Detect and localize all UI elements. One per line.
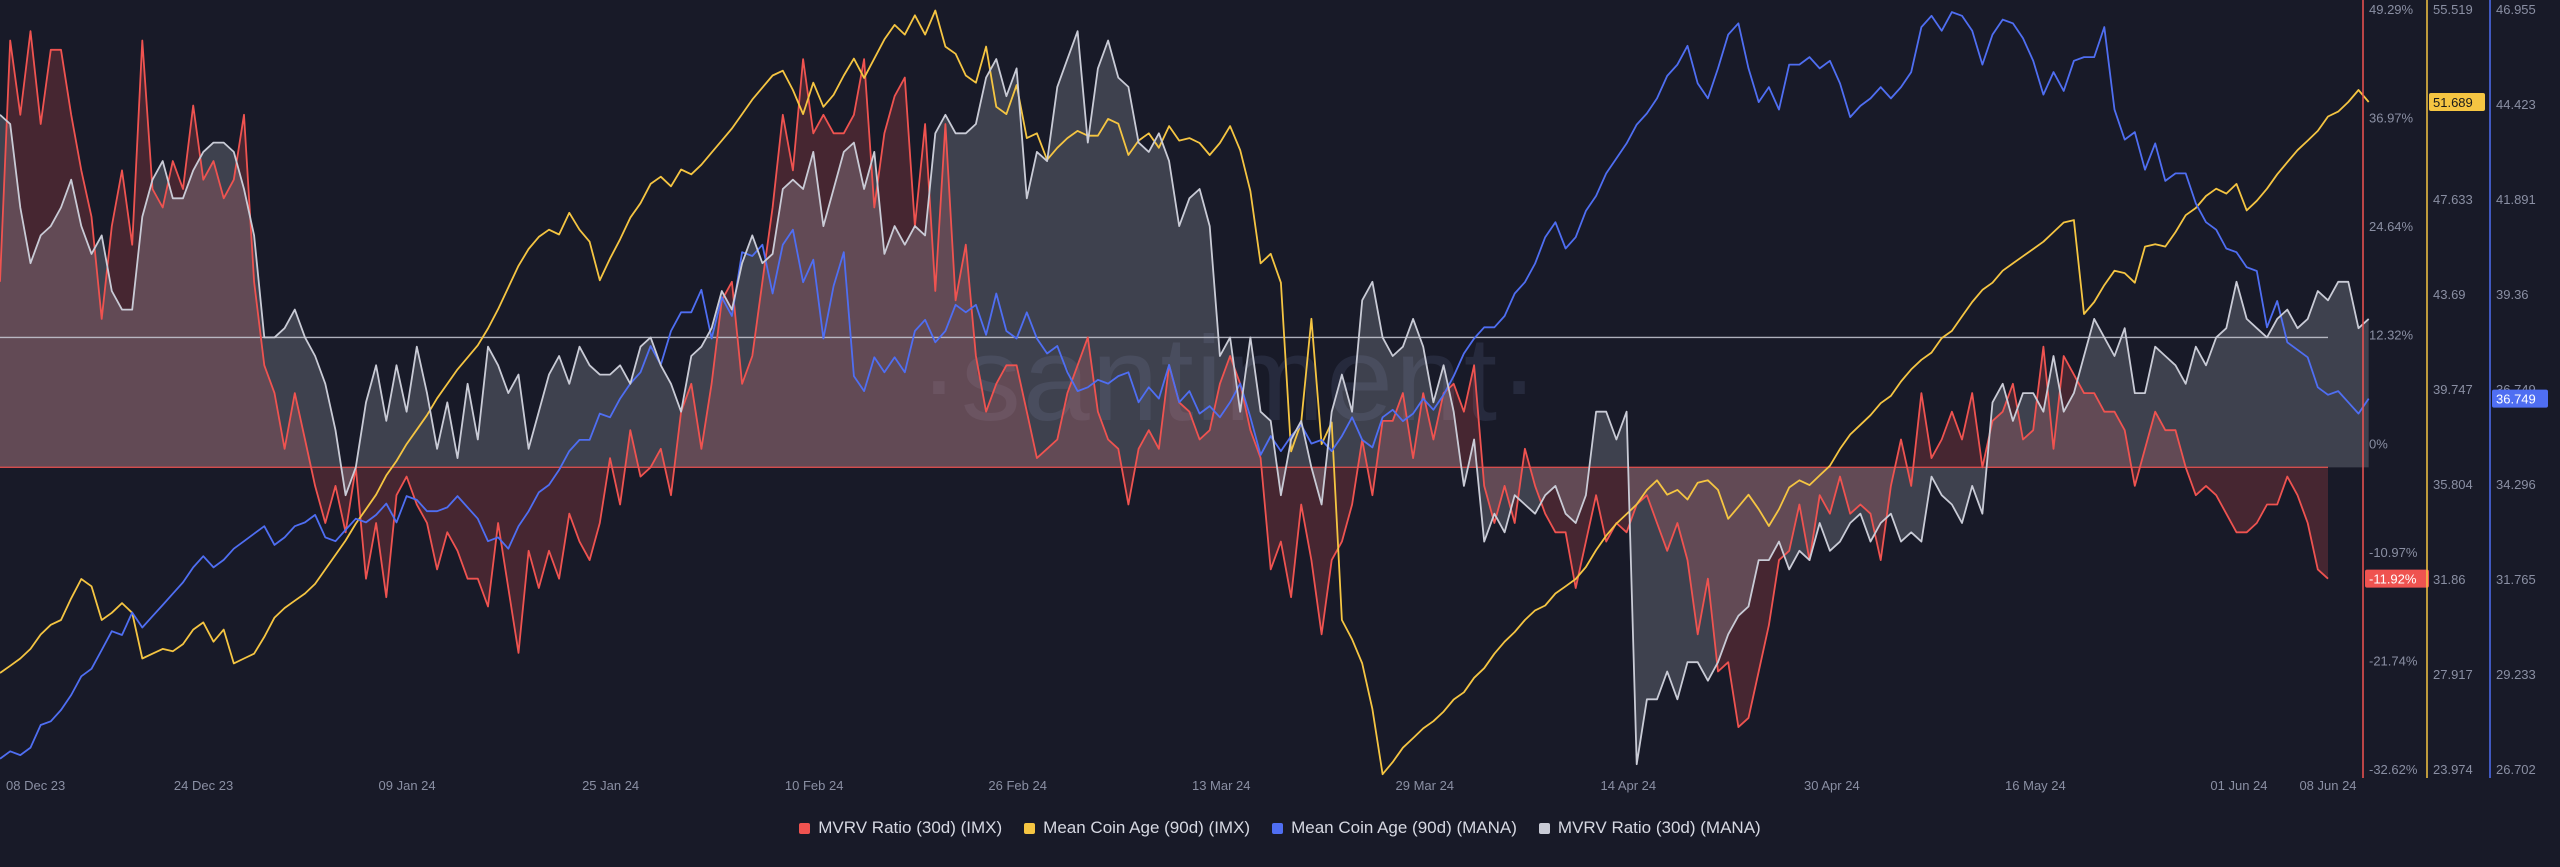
y-tick-mvrv-7: -32.62% xyxy=(2369,762,2418,777)
x-tick-label-12: 08 Jun 24 xyxy=(2299,778,2356,793)
x-tick-label-8: 14 Apr 24 xyxy=(1600,778,1656,793)
y-tick-mvrv-2: 24.64% xyxy=(2369,219,2414,234)
y-tick-age_imx-2: 47.633 xyxy=(2433,192,2473,207)
watermark-text: ·santiment· xyxy=(919,312,1541,446)
x-tick-label-7: 29 Mar 24 xyxy=(1396,778,1455,793)
y-tick-age_mana-8: 26.702 xyxy=(2496,762,2536,777)
y-tick-age_imx-7: 27.917 xyxy=(2433,667,2473,682)
legend-label-0: MVRV Ratio (30d) (IMX) xyxy=(818,818,1003,837)
x-tick-label-4: 10 Feb 24 xyxy=(785,778,844,793)
current-value-badge-age_mana xyxy=(2492,389,2548,408)
x-tick-label-3: 25 Jan 24 xyxy=(582,778,639,793)
y-tick-age_mana-0: 46.955 xyxy=(2496,2,2536,17)
current-value-label-age_imx: 51.689 xyxy=(2433,95,2473,110)
legend-item-2[interactable]: Mean Coin Age (90d) (MANA) xyxy=(1272,818,1517,838)
x-tick-label-0: 08 Dec 23 xyxy=(6,778,65,793)
series-line-3[interactable] xyxy=(0,30,2370,766)
y-tick-age_imx-6: 31.86 xyxy=(2433,572,2466,587)
current-value-badge-age_imx xyxy=(2429,93,2485,112)
y-tick-mvrv-5: -10.97% xyxy=(2369,545,2418,560)
legend-label-3: MVRV Ratio (30d) (MANA) xyxy=(1557,818,1761,837)
legend-swatch-0 xyxy=(799,822,811,834)
legend-label-1: Mean Coin Age (90d) (IMX) xyxy=(1043,818,1251,837)
legend-item-1[interactable]: Mean Coin Age (90d) (IMX) xyxy=(1024,818,1250,838)
y-tick-age_mana-6: 31.765 xyxy=(2496,572,2536,587)
x-tick-label-9: 30 Apr 24 xyxy=(1804,778,1860,793)
y-tick-mvrv-3: 12.32% xyxy=(2369,328,2414,343)
y-tick-age_mana-2: 41.891 xyxy=(2496,192,2536,207)
y-tick-age_imx-3: 43.69 xyxy=(2433,287,2466,302)
current-value-label-age_mana: 36.749 xyxy=(2496,392,2536,407)
legend-item-3[interactable]: MVRV Ratio (30d) (MANA) xyxy=(1538,818,1761,838)
y-tick-age_imx-0: 55.519 xyxy=(2433,2,2473,17)
legend-label-2: Mean Coin Age (90d) (MANA) xyxy=(1291,818,1517,837)
x-tick-label-2: 09 Jan 24 xyxy=(379,778,436,793)
legend-swatch-2 xyxy=(1272,822,1284,834)
x-tick-label-11: 01 Jun 24 xyxy=(2210,778,2267,793)
series-area-0 xyxy=(0,31,2328,728)
current-value-label-mvrv: -11.92% xyxy=(2369,572,2417,587)
y-tick-mvrv-0: 49.29% xyxy=(2369,2,2414,17)
y-tick-age_imx-5: 35.804 xyxy=(2433,477,2473,492)
legend: MVRV Ratio (30d) (IMX) Mean Coin Age (90d… xyxy=(0,818,2560,838)
current-value-badge-mvrv xyxy=(2365,569,2429,588)
series-line-1[interactable] xyxy=(0,9,2370,776)
x-tick-label-5: 26 Feb 24 xyxy=(988,778,1047,793)
x-tick-label-1: 24 Dec 23 xyxy=(174,778,233,793)
y-tick-age_mana-1: 44.423 xyxy=(2496,97,2536,112)
x-tick-label-6: 13 Mar 24 xyxy=(1192,778,1251,793)
x-tick-label-10: 16 May 24 xyxy=(2005,778,2066,793)
y-tick-age_mana-7: 29.233 xyxy=(2496,667,2536,682)
y-tick-age_mana-3: 39.36 xyxy=(2496,287,2529,302)
y-tick-age_imx-8: 23.974 xyxy=(2433,762,2473,777)
legend-item-0[interactable]: MVRV Ratio (30d) (IMX) xyxy=(799,818,1002,838)
y-tick-mvrv-4: 0% xyxy=(2369,436,2388,451)
y-tick-age_imx-4: 39.747 xyxy=(2433,382,2473,397)
y-tick-mvrv-6: -21.74% xyxy=(2369,653,2418,668)
legend-swatch-1 xyxy=(1024,822,1036,834)
legend-swatch-3 xyxy=(1538,822,1550,834)
y-tick-mvrv-1: 36.97% xyxy=(2369,111,2414,126)
series-line-2[interactable] xyxy=(0,11,2370,760)
series-line-0[interactable] xyxy=(0,30,2329,728)
y-tick-age_mana-5: 34.296 xyxy=(2496,477,2536,492)
